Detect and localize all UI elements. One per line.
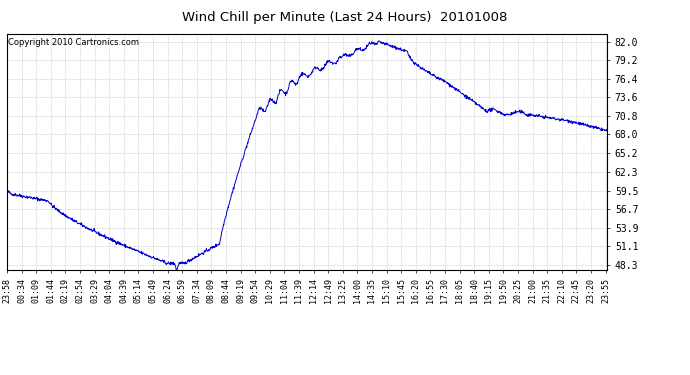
Text: Wind Chill per Minute (Last 24 Hours)  20101008: Wind Chill per Minute (Last 24 Hours) 20… (182, 11, 508, 24)
Text: Copyright 2010 Cartronics.com: Copyright 2010 Cartronics.com (8, 39, 139, 48)
